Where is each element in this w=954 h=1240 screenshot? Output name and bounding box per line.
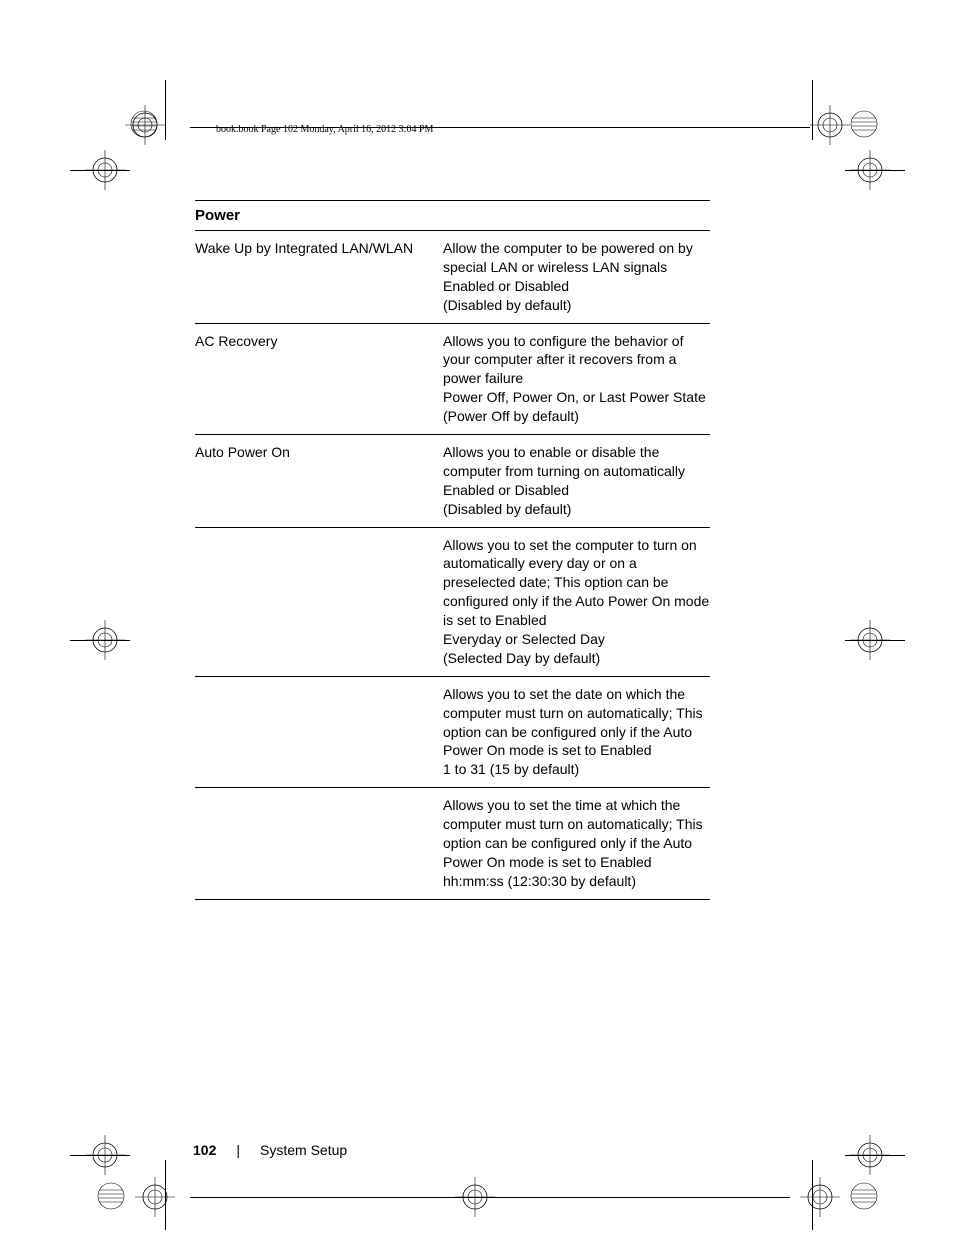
registration-mark-icon [800, 1177, 860, 1237]
crop-line [165, 80, 166, 140]
setting-description: Allow the computer to be powered on by s… [443, 239, 710, 315]
crop-line [190, 1197, 790, 1198]
setting-description: Allows you to set the computer to turn o… [443, 536, 710, 668]
crop-line [845, 1155, 905, 1156]
description-paragraph: Allows you to configure the behavior of … [443, 332, 710, 426]
setting-description: Allows you to set the time at which the … [443, 796, 710, 890]
setting-name: Auto Power On [195, 443, 443, 519]
table-row: Allows you to set the date on which the … [195, 677, 710, 788]
table-row: Allows you to set the computer to turn o… [195, 528, 710, 677]
crop-line [70, 640, 130, 641]
description-paragraph: Allows you to set the date on which the … [443, 685, 710, 779]
description-paragraph: Allows you to set the time at which the … [443, 796, 710, 890]
registration-mark-icon [85, 620, 145, 680]
page-content: Power Wake Up by Integrated LAN/WLANAllo… [195, 200, 710, 900]
crop-line [812, 1160, 813, 1230]
crop-line [70, 1155, 130, 1156]
section-title: Power [195, 200, 710, 231]
hatched-circle-icon [95, 1180, 155, 1240]
registration-mark-icon [85, 150, 145, 210]
running-header: book.book Page 102 Monday, April 16, 201… [216, 124, 433, 135]
chapter-title: System Setup [260, 1142, 347, 1158]
page-footer: 102 | System Setup [193, 1142, 347, 1158]
registration-mark-icon [850, 1135, 910, 1195]
setting-description: Allows you to configure the behavior of … [443, 332, 710, 426]
hatched-circle-icon [848, 108, 908, 168]
crop-line [165, 1160, 166, 1230]
registration-mark-icon [85, 1135, 145, 1195]
footer-separator: | [236, 1142, 240, 1158]
setting-name: AC Recovery [195, 332, 443, 426]
crop-line [845, 170, 905, 171]
crop-line [845, 640, 905, 641]
description-paragraph: Allow the computer to be powered on by s… [443, 239, 710, 315]
crop-line [812, 80, 813, 140]
setting-description: Allows you to set the date on which the … [443, 685, 710, 779]
setting-description: Allows you to enable or disable the comp… [443, 443, 710, 519]
crop-line [70, 170, 130, 171]
description-paragraph: Allows you to set the computer to turn o… [443, 536, 710, 668]
registration-mark-icon [125, 105, 185, 165]
description-paragraph: Allows you to enable or disable the comp… [443, 443, 710, 519]
hatched-circle-icon [848, 1180, 908, 1240]
registration-mark-icon [135, 1177, 195, 1237]
table-row: Auto Power OnAllows you to enable or dis… [195, 435, 710, 528]
table-row: Wake Up by Integrated LAN/WLANAllow the … [195, 231, 710, 324]
page-number: 102 [193, 1142, 216, 1158]
registration-mark-icon [850, 150, 910, 210]
table-row: AC RecoveryAllows you to configure the b… [195, 324, 710, 435]
registration-mark-icon [850, 620, 910, 680]
table-row: Allows you to set the time at which the … [195, 788, 710, 899]
setting-name [195, 536, 443, 668]
setting-name [195, 796, 443, 890]
registration-mark-icon [455, 1177, 515, 1237]
setting-name: Wake Up by Integrated LAN/WLAN [195, 239, 443, 315]
setting-name [195, 685, 443, 779]
settings-table: Wake Up by Integrated LAN/WLANAllow the … [195, 231, 710, 900]
registration-mark-icon [810, 105, 870, 165]
hatched-circle-icon [128, 108, 188, 168]
